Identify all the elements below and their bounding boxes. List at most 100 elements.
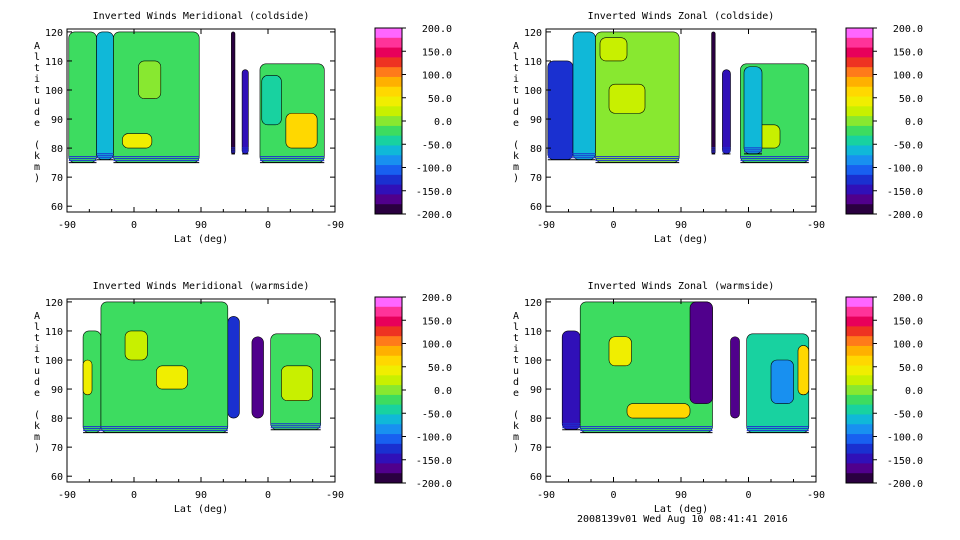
data-region-5 [711, 31, 716, 155]
y-axis-label-char: t [513, 355, 519, 366]
y-axis-label-char: m [513, 432, 519, 443]
colorbar-swatch [846, 37, 873, 48]
colorbar-swatch [375, 184, 402, 195]
colorbar-swatch [375, 28, 402, 39]
colorbar-label: -100.0 [416, 433, 452, 444]
panel-1: Inverted Winds Zonal (coldside) 60 70 80 90 1… [513, 11, 923, 245]
y-tick-label: 80 [530, 144, 542, 155]
colorbar-swatch [846, 204, 873, 215]
x-tick-label: -90 [537, 490, 555, 501]
y-axis-label-char: k [513, 151, 519, 162]
y-tick-label: 60 [530, 202, 542, 213]
colorbar-swatch [375, 453, 402, 464]
colorbar-swatch [846, 345, 873, 357]
x-tick-label: -90 [58, 490, 76, 501]
chart-title: Inverted Winds Meridional (coldside) [93, 11, 310, 22]
colorbar-swatch [846, 184, 873, 195]
data-region-4 [599, 37, 628, 62]
colorbar-label: 0.0 [434, 117, 452, 128]
colorbar-swatch [846, 135, 873, 146]
y-tick-label: 100 [45, 86, 63, 97]
data-region-4 [138, 60, 162, 100]
data-region-3 [626, 403, 691, 419]
colorbar-swatch [375, 394, 402, 406]
data-region-8 [797, 345, 810, 396]
y-tick-label: 80 [51, 414, 63, 425]
x-axis-label: Lat (deg) [174, 234, 228, 245]
y-axis-label-char: t [513, 63, 519, 74]
colorbar-swatch [375, 155, 402, 166]
colorbar-label: -100.0 [416, 164, 452, 175]
colorbar-swatch [375, 404, 402, 415]
y-axis-label-char: k [34, 151, 40, 162]
y-axis-label-char: d [513, 377, 519, 388]
y-axis-label-char: l [34, 322, 40, 333]
y-axis-label-char: i [34, 74, 40, 85]
x-tick-label: -90 [58, 220, 76, 231]
y-axis-label-char: ( [34, 140, 40, 151]
data-region-2 [608, 336, 632, 367]
colorbar-swatch [375, 47, 402, 58]
y-axis-label-char: u [513, 366, 519, 377]
colorbar-swatch [375, 365, 402, 376]
y-tick-label: 60 [51, 472, 63, 483]
data-region-6 [251, 336, 264, 419]
colorbar-label: -200.0 [887, 479, 923, 490]
colorbar-label: 0.0 [905, 117, 923, 128]
colorbar-swatch [846, 316, 873, 327]
colorbar-swatch [846, 365, 873, 376]
colorbar-swatch [846, 434, 873, 445]
colorbar-label: -150.0 [416, 187, 452, 198]
colorbar-swatch [846, 145, 873, 156]
colorbar-swatch [375, 106, 402, 117]
colorbar-swatch [375, 165, 402, 176]
colorbar-swatch [846, 116, 873, 127]
x-axis-label: Lat (deg) [654, 234, 708, 245]
colorbar-swatch [846, 463, 873, 474]
y-axis-label-char: l [513, 322, 519, 333]
colorbar-swatch [375, 57, 402, 68]
y-tick-label: 110 [45, 327, 63, 338]
y-tick-label: 120 [524, 28, 542, 39]
colorbar-label: 150.0 [893, 316, 923, 327]
y-tick-label: 70 [530, 443, 542, 454]
colorbar-swatch [846, 96, 873, 107]
x-tick-label: -90 [807, 490, 825, 501]
x-tick-label: 90 [675, 220, 687, 231]
y-axis-label-char: ) [34, 443, 40, 454]
colorbar-swatch [846, 297, 873, 308]
colorbar-label: 50.0 [899, 94, 923, 105]
y-axis-label-char: m [34, 432, 40, 443]
colorbar-swatch [846, 394, 873, 406]
colorbar-label: -200.0 [416, 210, 452, 221]
colorbar-label: 100.0 [893, 71, 923, 82]
y-axis-label-char: e [34, 118, 40, 129]
colorbar: 200.0 150.0 100.0 50.0 0.0 -50.0 -100.0 -150.0 -… [374, 24, 452, 221]
x-tick-label: 90 [675, 490, 687, 501]
colorbar-swatch [846, 106, 873, 117]
y-axis-label-char: t [513, 333, 519, 344]
colorbar: 200.0 150.0 100.0 50.0 0.0 -50.0 -100.0 -150.0 -… [845, 293, 923, 490]
x-tick-label: 0 [745, 490, 751, 501]
y-axis-label-char: ) [513, 443, 519, 454]
colorbar-label: -150.0 [887, 456, 923, 467]
y-axis-label-char: t [34, 333, 40, 344]
colorbar-swatch [846, 453, 873, 464]
colorbar-swatch [846, 306, 873, 317]
y-axis-label-char: d [34, 377, 40, 388]
y-tick-label: 70 [51, 443, 63, 454]
colorbar-label: 100.0 [422, 340, 452, 351]
colorbar-swatch [375, 463, 402, 474]
y-axis-label-char: t [34, 63, 40, 74]
colorbar-label: 200.0 [893, 293, 923, 304]
colorbar-swatch [375, 336, 402, 347]
colorbar-swatch [846, 414, 873, 425]
colorbar-label: -50.0 [422, 140, 452, 151]
x-tick-label: 0 [745, 220, 751, 231]
x-tick-label: 90 [195, 220, 207, 231]
y-axis-label-char: i [513, 74, 519, 85]
y-axis-label-char: t [34, 355, 40, 366]
colorbar-label: 0.0 [434, 386, 452, 397]
colorbar-swatch [375, 385, 402, 396]
y-tick-label: 110 [524, 57, 542, 68]
